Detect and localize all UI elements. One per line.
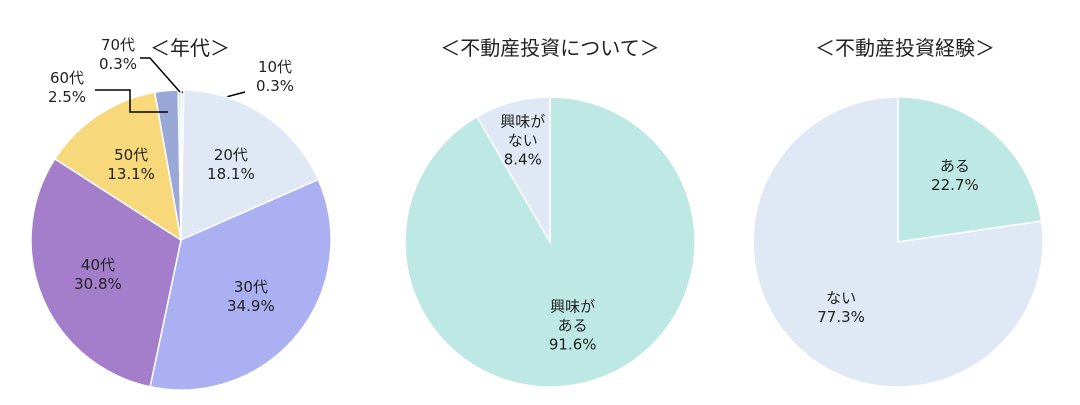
- slice-label: 50代 13.1%: [107, 146, 155, 184]
- category-label: 50代: [114, 146, 149, 165]
- slice-label: ない 77.3%: [817, 289, 865, 327]
- value-label: 0.3%: [255, 77, 295, 95]
- pie-slice: [53, 91, 183, 242]
- category-label: 40代: [80, 255, 115, 274]
- value-label: 2.5%: [47, 88, 87, 106]
- slice-label: 興味が ある 91.6%: [549, 297, 597, 354]
- category-label: 興味が ない: [500, 112, 546, 150]
- category-label: 30代: [233, 277, 268, 296]
- chart-title: ＜年代＞: [150, 36, 230, 60]
- category-label: 70代: [100, 36, 136, 54]
- slice-label: 20代 18.1%: [207, 146, 255, 184]
- category-label: 60代: [49, 69, 85, 87]
- value-label: 22.7%: [931, 176, 979, 195]
- pie-slice: [897, 96, 1043, 243]
- value-label: 91.6%: [548, 335, 597, 354]
- value-label: 77.3%: [817, 307, 865, 326]
- pie-slice: [180, 89, 320, 242]
- pie-slice: [475, 96, 551, 245]
- leader-line: [140, 57, 181, 93]
- slice-label: 30代 34.9%: [227, 278, 275, 316]
- slice-label: 10代 0.3%: [256, 58, 294, 96]
- category-label: 20代: [213, 146, 248, 165]
- chart-title: ＜不動産投資について＞: [440, 36, 660, 60]
- pie-slice: [752, 96, 1044, 388]
- category-label: 10代: [257, 58, 293, 76]
- pie-slice: [30, 157, 182, 388]
- value-label: 8.4%: [503, 150, 542, 169]
- value-label: 13.1%: [107, 165, 155, 184]
- value-label: 0.3%: [98, 55, 138, 73]
- leader-line: [95, 89, 168, 113]
- slice-label: 興味が ない 8.4%: [500, 113, 545, 170]
- slice-label: 60代 2.5%: [48, 69, 86, 107]
- value-label: 18.1%: [207, 165, 255, 184]
- chart-title: ＜不動産投資経験＞: [815, 36, 995, 60]
- value-label: 30.8%: [74, 274, 122, 293]
- slice-label: 40代 30.8%: [74, 256, 122, 294]
- pie-slice: [149, 178, 332, 391]
- category-label: ない: [826, 288, 857, 307]
- slice-label: ある 22.7%: [931, 157, 979, 195]
- category-label: 興味が ある: [550, 297, 596, 335]
- category-label: ある: [939, 157, 970, 176]
- value-label: 34.9%: [227, 296, 275, 315]
- slice-label: 70代 0.3%: [99, 36, 137, 74]
